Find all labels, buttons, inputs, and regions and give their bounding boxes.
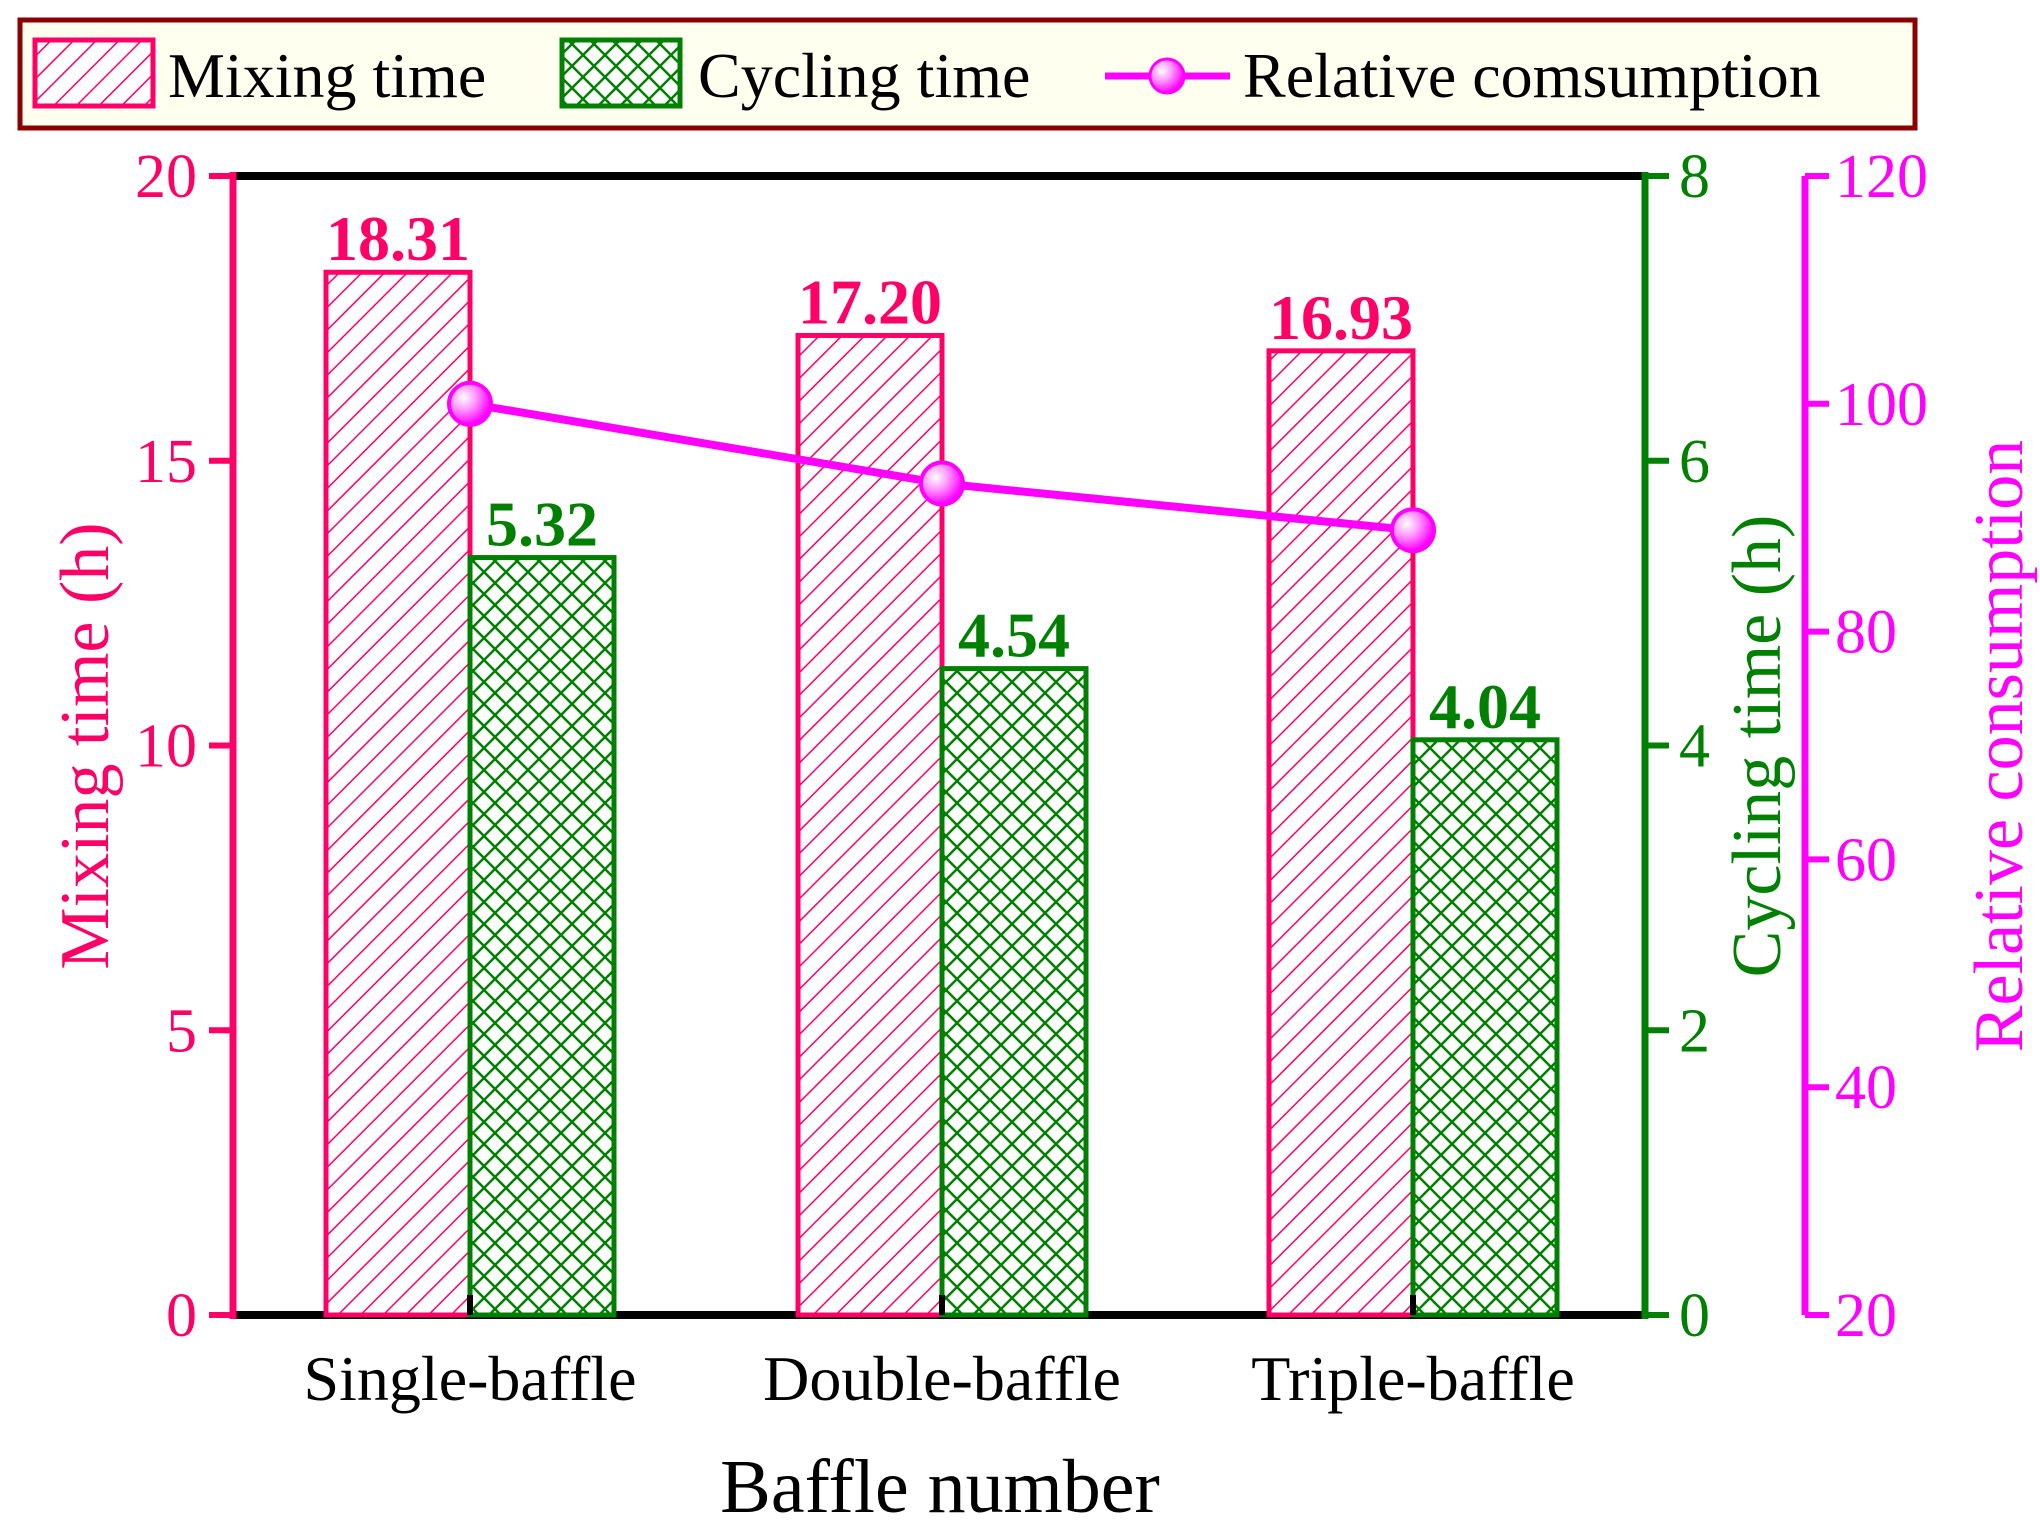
legend-consumption-label: Relative comsumption [1243, 40, 1821, 111]
legend-mixing-label: Mixing time [168, 40, 486, 111]
bar-label-mixing-time: 17.20 [798, 266, 942, 337]
bar-label-mixing-time: 16.93 [1269, 282, 1413, 353]
bar-mixing-time [1266, 348, 1416, 1318]
bar-label-cycling-time: 5.32 [486, 489, 598, 560]
y-left-tick-label: 20 [135, 143, 197, 211]
y-left-tick-label: 15 [135, 428, 197, 496]
y-right-tick-label: 2 [1679, 997, 1710, 1065]
y-right-axis-title: Cycling time (h) [1719, 515, 1796, 978]
x-tick-label: Double-baffle [763, 1343, 1121, 1414]
bar-labels: 18.31 5.32 17.20 4.54 16.93 4.04 [326, 203, 1541, 742]
legend-consumption-marker [1148, 57, 1186, 95]
y-left-tick-label: 0 [166, 1282, 197, 1350]
y-right2-ticks: 20 40 60 80 100 120 [1805, 143, 1928, 1350]
y-right2-tick-label: 20 [1835, 1282, 1897, 1350]
consumption-marker [919, 460, 965, 507]
consumption-marker [447, 380, 493, 427]
y-left-ticks: 0 5 10 15 20 [135, 143, 233, 1350]
y-right2-tick-label: 40 [1835, 1054, 1897, 1122]
bar-label-mixing-time: 18.31 [326, 203, 470, 274]
y-right-tick-label: 4 [1679, 713, 1710, 781]
legend: Mixing time Cycling time Relative comsum… [17, 17, 1918, 131]
y-right2-tick-label: 60 [1835, 826, 1897, 894]
bar-cycling-time [467, 555, 617, 1318]
x-axis-title: Baffle number [720, 1445, 1160, 1529]
x-tick-label: Triple-baffle [1251, 1343, 1575, 1414]
y-left-axis-title: Mixing time (h) [47, 522, 124, 969]
bar-cycling-time [939, 666, 1089, 1318]
bar-mixing-time [323, 269, 473, 1318]
bar-label-cycling-time: 4.54 [958, 600, 1070, 671]
y-right-ticks: 0 2 4 6 8 [1645, 143, 1710, 1350]
bar-mixing-time [795, 332, 945, 1318]
y-right2-tick-label: 120 [1835, 143, 1928, 211]
y-left-tick-label: 10 [135, 713, 197, 781]
legend-mixing-swatch [32, 37, 156, 109]
bars [323, 269, 1560, 1318]
x-tick-label: Single-baffle [304, 1343, 637, 1414]
y-right-tick-label: 8 [1679, 143, 1710, 211]
consumption-marker [1390, 507, 1436, 554]
y-right-tick-label: 6 [1679, 428, 1710, 496]
x-tick-labels: Single-baffle Double-baffle Triple-baffle [304, 1343, 1575, 1414]
y-right2-tick-label: 80 [1835, 599, 1897, 667]
y-right2-tick-label: 100 [1835, 371, 1928, 439]
legend-cycling-label: Cycling time [698, 40, 1030, 111]
bar-label-cycling-time: 4.04 [1429, 671, 1541, 742]
y-right-tick-label: 0 [1679, 1282, 1710, 1350]
consumption-line-series [447, 380, 1436, 554]
bar-cycling-time [1410, 737, 1560, 1318]
y-right2-axis-title: Relative consumption [1961, 440, 2038, 1052]
y-left-tick-label: 5 [166, 997, 197, 1065]
legend-cycling-swatch [559, 37, 683, 109]
legend-box [17, 17, 1918, 131]
